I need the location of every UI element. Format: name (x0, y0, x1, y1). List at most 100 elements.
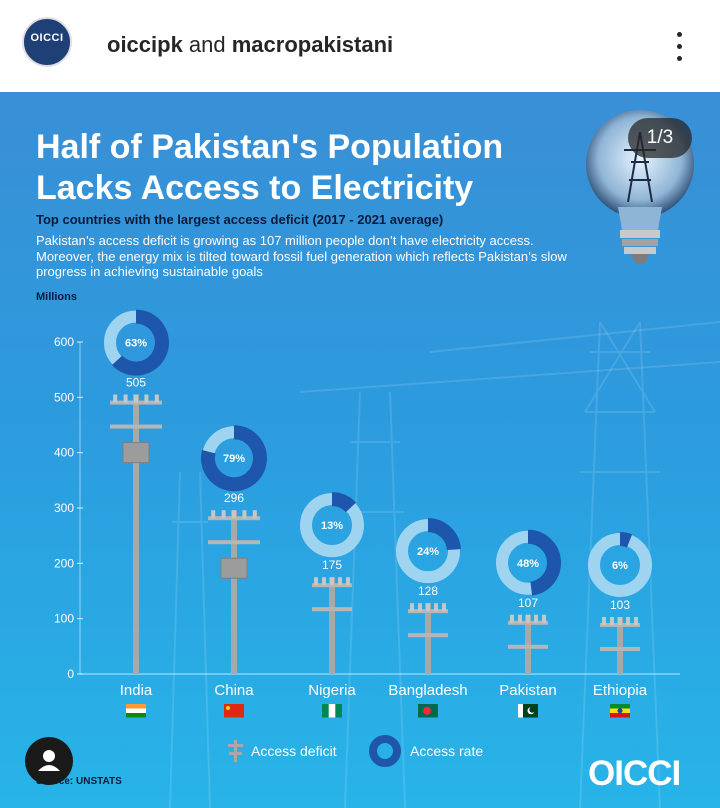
category-label: Ethiopia (593, 682, 648, 699)
category-label: India (120, 682, 153, 699)
pole-crossarm (208, 516, 260, 521)
pole-insulator (322, 577, 326, 586)
brand-logo: OICCI (588, 754, 681, 793)
pole-insulator (242, 510, 247, 519)
flag-stripe (126, 708, 146, 713)
pole-shaft (133, 394, 139, 674)
flag-disc (423, 706, 431, 715)
chart-legend (228, 735, 401, 767)
ethiopia-flag (610, 704, 630, 718)
pole-insulator (123, 394, 128, 403)
account-avatar[interactable]: OICCI (22, 17, 72, 67)
pole-bar (104, 309, 169, 674)
pole-insulator (221, 510, 226, 519)
pole-shaft (425, 603, 431, 674)
post-title: Half of Pakistan's Population Lacks Acce… (36, 128, 504, 207)
y-tick-label: 300 (54, 501, 74, 515)
pole-insulator (442, 603, 446, 612)
pole-insulator (634, 617, 638, 626)
pole-insulator (252, 510, 257, 519)
data-label: 175 (322, 558, 342, 572)
pole-insulator (154, 394, 159, 403)
pole-insulator (610, 617, 614, 626)
pole-transformer (122, 442, 150, 464)
y-tick-label: 100 (54, 612, 74, 626)
and-text: and (182, 32, 232, 57)
y-tick-label: 0 (67, 667, 74, 681)
flag-stripe (518, 704, 523, 718)
access-rate-arc (427, 518, 461, 551)
legend-pole-icon (228, 744, 243, 747)
china-flag (224, 704, 244, 718)
pole-insulator (418, 603, 422, 612)
pole-insulator (426, 603, 430, 612)
data-label: 103 (610, 598, 630, 612)
slide-counter: 1/3 (628, 118, 692, 158)
bangladesh-flag (418, 704, 438, 718)
access-rate-arc (111, 309, 169, 376)
pole-insulator (542, 614, 546, 623)
pole-insulator (534, 614, 538, 623)
post-header: OICCI oiccipk and macropakistani (0, 0, 720, 92)
flag-stripe (126, 704, 146, 709)
pole-shaft (525, 614, 531, 674)
pole-transformer (220, 557, 248, 579)
pole-insulator (134, 394, 138, 403)
pole-insulator (410, 603, 414, 612)
access-rate-label: 48% (517, 558, 539, 570)
more-options-button[interactable] (668, 30, 692, 64)
pole-insulator (618, 617, 622, 626)
y-axis-label: Millions (36, 291, 77, 303)
pole-shaft (329, 577, 335, 674)
pole-crossarm (110, 424, 162, 429)
pole-bar (300, 492, 364, 674)
account-names[interactable]: oiccipk and macropakistani (107, 32, 393, 58)
category-label: Bangladesh (388, 682, 467, 699)
access-rate-arc (331, 492, 357, 513)
flag-emblem (617, 708, 623, 714)
pole-insulator (510, 614, 514, 623)
legend-pole-icon (229, 752, 242, 755)
tagged-profile-button[interactable] (25, 737, 73, 785)
data-label: 505 (126, 376, 146, 390)
more-dot-icon (677, 32, 682, 37)
flag-star (226, 706, 230, 710)
post-image[interactable]: 1/3 Half of Pakistan's Population Lacks … (0, 92, 720, 808)
pole-crossarm (600, 647, 640, 652)
post-subtitle: Top countries with the largest access de… (36, 212, 444, 227)
y-tick-label: 500 (54, 390, 74, 404)
pole-insulator (113, 394, 118, 403)
flag-stripe (126, 713, 146, 718)
flag-stripe (610, 713, 630, 718)
pole-insulator (626, 617, 630, 626)
pole-shaft (231, 510, 237, 674)
flag-crescent-cut (529, 706, 536, 713)
y-tick-label: 200 (54, 556, 74, 570)
pole-insulator (346, 577, 350, 586)
account-secondary[interactable]: macropakistani (231, 32, 394, 57)
data-label: 128 (418, 584, 438, 598)
user-icon (38, 750, 60, 771)
access-rate-arc (619, 532, 633, 548)
access-rate-label: 63% (125, 338, 147, 350)
pole-insulator (211, 510, 216, 519)
pole-shaft (617, 617, 623, 674)
pole-insulator (314, 577, 318, 586)
pole-insulator (526, 614, 530, 623)
pakistan-flag (518, 704, 538, 718)
nigeria-flag (322, 704, 342, 718)
avatar-logo-text: OICCI (30, 32, 64, 44)
pole-bar (496, 529, 561, 674)
pole-insulator (338, 577, 342, 586)
pole-bar (588, 532, 652, 674)
access-deficit-chart: Millions 0 100 200 300 400 500 600 505 63% India 29… (36, 291, 680, 767)
flag-stripe (335, 704, 342, 718)
legend-ring-icon (369, 735, 401, 767)
flag-stripe (322, 704, 329, 718)
pole-bar (201, 425, 267, 674)
pole-crossarm (312, 607, 352, 612)
account-primary[interactable]: oiccipk (107, 32, 183, 57)
india-flag (126, 704, 146, 718)
access-rate-label: 79% (223, 453, 245, 465)
flag-stripe (610, 704, 630, 709)
